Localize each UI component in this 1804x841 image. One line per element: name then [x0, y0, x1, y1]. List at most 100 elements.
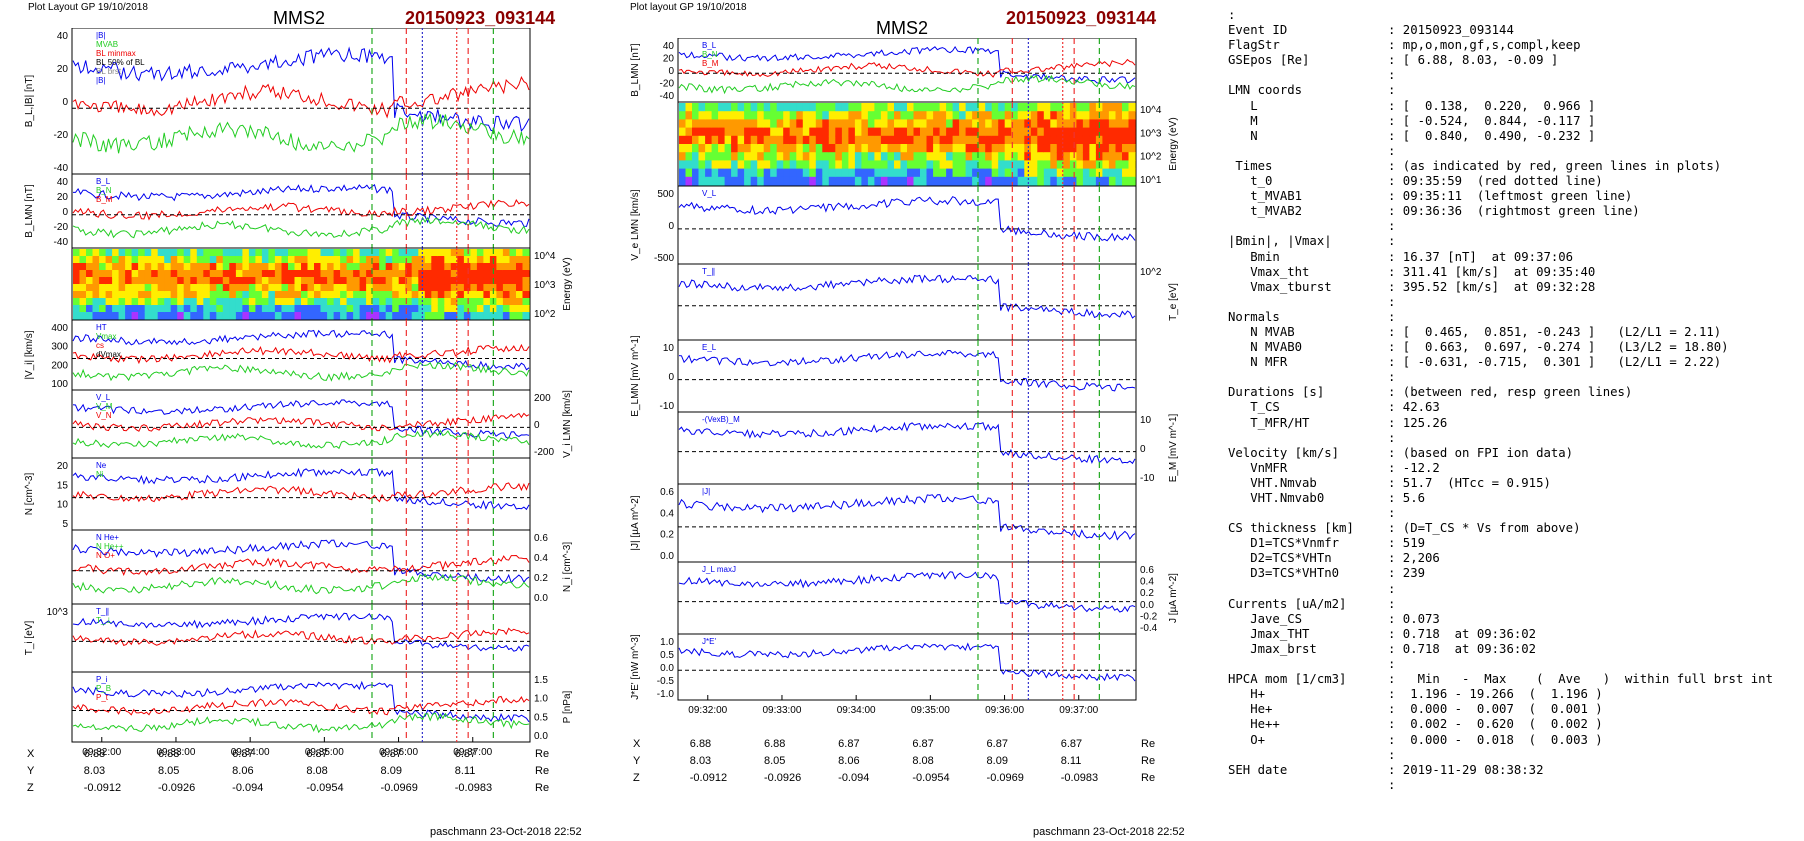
y-tick-label: 0.6: [1140, 565, 1154, 576]
spectrogram-cell: [281, 312, 289, 320]
coord-value: 8.05: [157, 765, 180, 777]
y-tick-label: 20: [57, 192, 69, 203]
spectrogram-cell: [470, 263, 478, 271]
series-line: [72, 46, 530, 133]
spectrogram-cell: [170, 249, 178, 257]
info-value: : 42.63: [1388, 400, 1440, 415]
spectrogram-cell: [320, 263, 328, 271]
spectrogram-cell: [118, 312, 126, 320]
spectrogram-cell: [118, 305, 126, 313]
spectrogram-cell: [418, 256, 426, 264]
spectrogram-cell: [711, 176, 719, 186]
y-tick-label: 40: [663, 41, 675, 52]
spectrogram-cell: [880, 119, 888, 129]
coord-label: Z: [27, 782, 34, 794]
info-row: CS thickness [km]: (D=T_CS * Vs from abo…: [1228, 521, 1798, 536]
spectrogram-cell: [939, 119, 947, 129]
spectrogram-cell: [476, 305, 484, 313]
spectrogram-cell: [1108, 152, 1116, 161]
spectrogram-cell: [450, 312, 458, 320]
info-value: :: [1388, 596, 1396, 611]
spectrogram-cell: [1108, 119, 1116, 129]
spectrogram-cell: [144, 270, 152, 278]
spectrogram-cell: [685, 135, 693, 145]
spectrogram-cell: [1089, 103, 1097, 112]
info-key: D2=TCS*VHTn: [1228, 551, 1332, 566]
spectrogram-cell: [333, 277, 341, 285]
spectrogram-cell: [1063, 103, 1071, 112]
spectrogram-cell: [815, 103, 823, 112]
spectrogram-cell: [418, 284, 426, 292]
legend-entry: N He+: [96, 533, 119, 542]
info-key: t_0: [1228, 174, 1273, 189]
spectrogram-cell: [763, 127, 771, 137]
spectrogram-cell: [959, 144, 967, 153]
spectrogram-cell: [281, 263, 289, 271]
panel-frame: [71, 671, 531, 743]
spectrogram-cell: [1004, 111, 1012, 120]
spectrogram-cell: [177, 291, 185, 299]
spectrogram-cell: [952, 103, 960, 112]
spectrogram-cell: [483, 284, 491, 292]
spectrogram-cell: [398, 298, 406, 306]
spectrogram-cell: [229, 256, 237, 264]
spectrogram-cell: [424, 284, 432, 292]
spectrogram-cell: [424, 277, 432, 285]
spectrogram-cell: [248, 277, 256, 285]
spectrogram-cell: [887, 119, 895, 129]
spectrogram-cell: [802, 111, 810, 120]
spectrogram-cell: [138, 312, 146, 320]
info-row: L: [ 0.138, 0.220, 0.966 ]: [1228, 99, 1798, 114]
spectrogram-cell: [105, 312, 113, 320]
coord-value: 6.88: [157, 748, 180, 760]
spectrogram-cell: [1011, 152, 1019, 161]
spectrogram-cell: [405, 284, 413, 292]
spectrogram-cell: [131, 284, 139, 292]
info-value: : Min - Max ( Ave ) within full brst int: [1388, 672, 1773, 687]
y-tick-label: 10^2: [1140, 267, 1162, 278]
spectrogram-cell: [203, 277, 211, 285]
spectrogram-cell: [177, 298, 185, 306]
spectrogram-cell: [112, 277, 120, 285]
y-tick-label: 0: [668, 66, 674, 77]
spectrogram-cell: [809, 103, 817, 112]
spectrogram-cell: [1115, 160, 1123, 170]
spectrogram-cell: [144, 291, 152, 299]
spectrogram-cell: [157, 256, 165, 264]
spectrogram-cell: [880, 160, 888, 170]
spectrogram-cell: [1102, 168, 1110, 178]
spectrogram-cell: [157, 277, 165, 285]
spectrogram-cell: [698, 119, 706, 129]
spectrogram-cell: [789, 127, 797, 137]
spectrogram-cell: [112, 298, 120, 306]
spectrogram-cell: [327, 291, 335, 299]
y-tick-label: 0: [1140, 444, 1146, 455]
y-tick-label: 10: [1140, 415, 1152, 426]
spectrogram-cell: [1108, 160, 1116, 170]
spectrogram-cell: [268, 270, 276, 278]
spectrogram-cell: [952, 119, 960, 129]
series-line: [72, 75, 530, 119]
spectrogram-cell: [320, 298, 328, 306]
spectrogram-cell: [828, 103, 836, 112]
spectrogram-cell: [1004, 176, 1012, 186]
spectrogram-cell: [900, 144, 908, 153]
spectrogram-cell: [1069, 152, 1077, 161]
spectrogram-cell: [776, 176, 784, 186]
spectrogram-cell: [509, 284, 517, 292]
spectrogram-cell: [79, 270, 87, 278]
spectrogram-cell: [789, 144, 797, 153]
spectrogram-cell: [1043, 135, 1051, 145]
series-line: [678, 274, 1136, 319]
spectrogram-cell: [835, 160, 843, 170]
info-key: L: [1228, 98, 1258, 113]
spectrogram-cell: [73, 270, 81, 278]
coord-value: -0.0954: [306, 782, 344, 794]
spectrogram-cell: [450, 305, 458, 313]
spectrogram-cell: [815, 176, 823, 186]
spectrogram-cell: [242, 312, 250, 320]
spectrogram-cell: [457, 298, 465, 306]
spectrogram-cell: [164, 284, 172, 292]
spectrogram-cell: [457, 263, 465, 271]
